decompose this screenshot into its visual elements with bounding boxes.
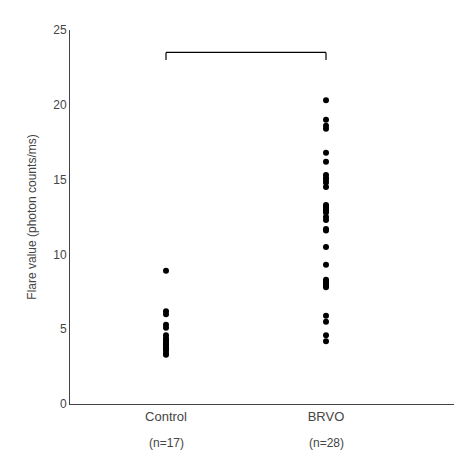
- svg-text:25: 25: [53, 23, 67, 37]
- svg-text:0: 0: [60, 397, 67, 411]
- svg-text:20: 20: [53, 98, 67, 112]
- svg-text:Flare value (photon counts/ms): Flare value (photon counts/ms): [25, 134, 39, 299]
- svg-text:(n=17): (n=17): [149, 436, 184, 450]
- svg-text:Control: Control: [145, 409, 187, 424]
- svg-text:BRVO: BRVO: [308, 409, 345, 424]
- svg-text:5: 5: [60, 322, 67, 336]
- svg-text:15: 15: [53, 173, 67, 187]
- svg-text:10: 10: [53, 248, 67, 262]
- svg-text:(n=28): (n=28): [309, 436, 344, 450]
